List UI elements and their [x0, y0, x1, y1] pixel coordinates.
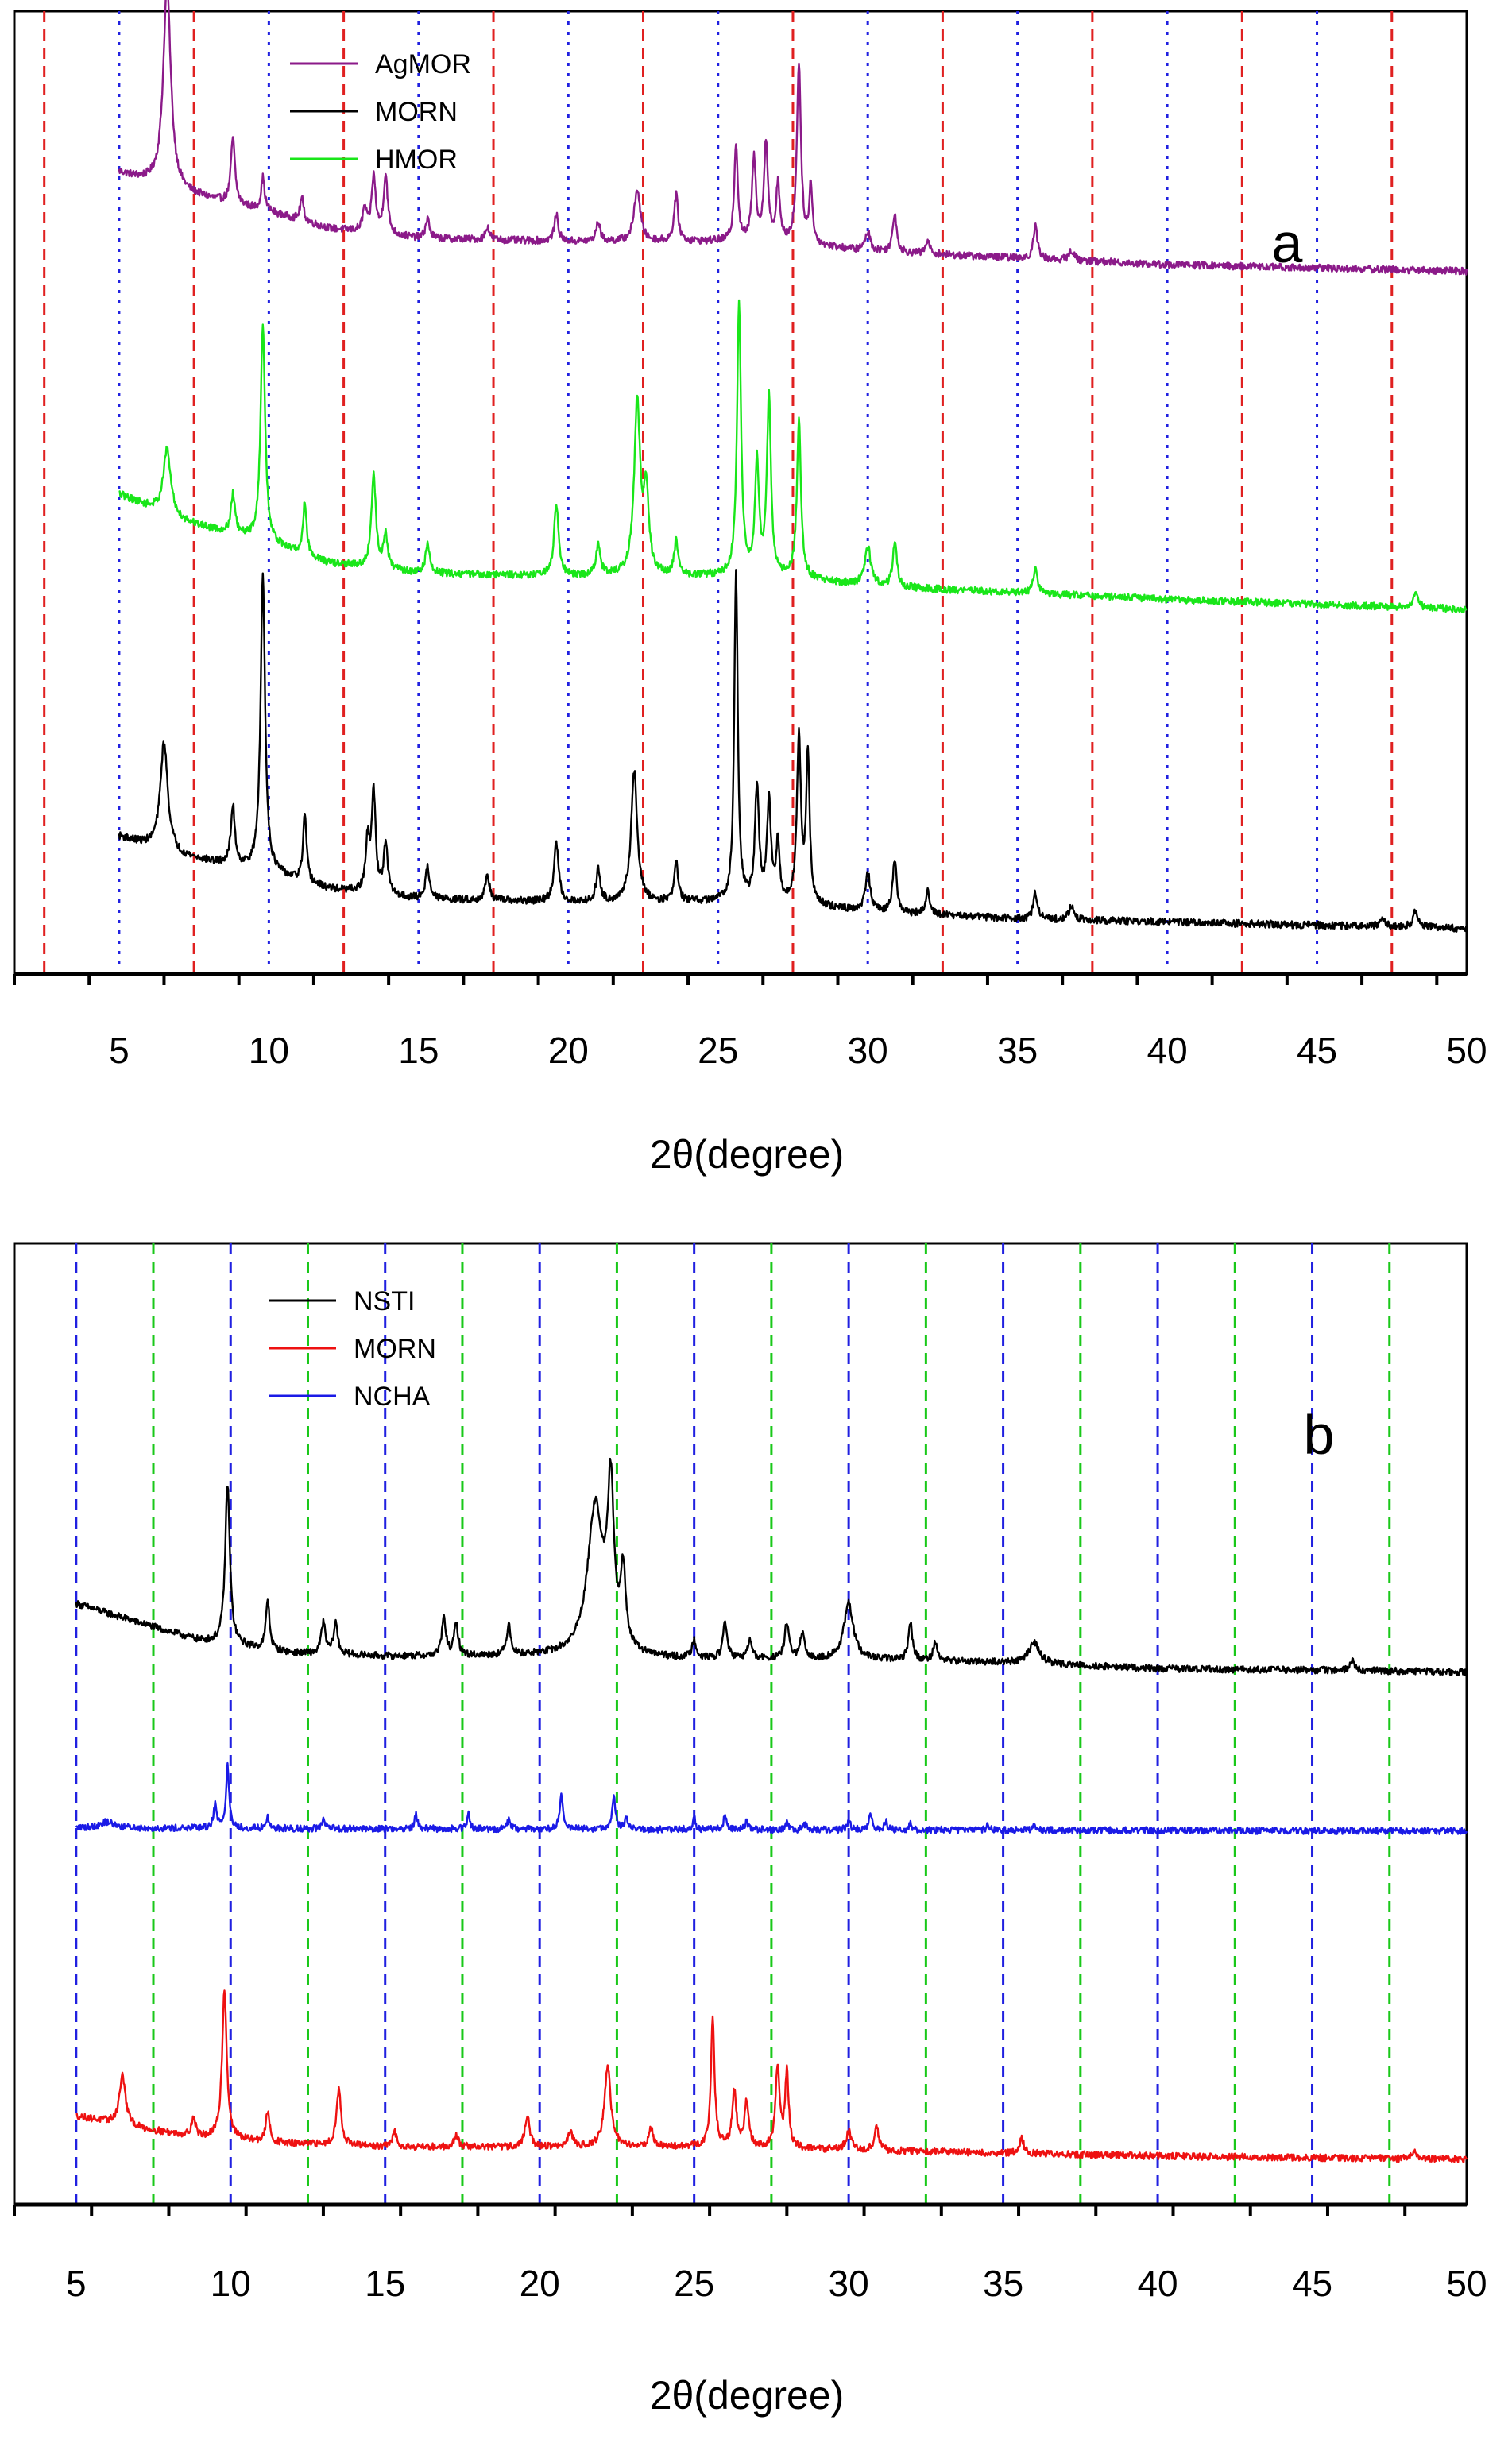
series-line-b-nsti: [75, 1457, 1468, 1676]
panel-a-x-axis-title: 2θ(degree): [650, 1132, 845, 1177]
panel-b-x-tick-labels: 5 10 15 20 25 30 35 40 45 50: [66, 2263, 1487, 2304]
legend-label-b-ncha: NCHA: [354, 1382, 431, 1412]
series-line-a-hmor: [118, 299, 1468, 613]
x-tick-label-a-5: 5: [109, 1030, 130, 1071]
x-tick-label-b-35: 35: [983, 2263, 1023, 2304]
panel-b-reference-lines: [75, 1243, 1391, 2205]
legend-label-b-morn: MORN: [354, 1334, 436, 1364]
x-tick-label-b-30: 30: [829, 2263, 869, 2304]
panel-a-chart: 5 10 15 20 25 30 35 40 45 50 2θ(degree) a AgMOR MO…: [13, 0, 1487, 1177]
panel-a-x-ticks: [13, 974, 1439, 985]
x-tick-label-a-25: 25: [698, 1030, 738, 1071]
series-line-a-morn: [118, 569, 1468, 933]
x-tick-label-a-20: 20: [548, 1030, 589, 1071]
panel-b-series-group: [75, 1457, 1468, 2163]
x-tick-label-b-45: 45: [1292, 2263, 1332, 2304]
panel-a-reference-lines: [43, 11, 1394, 974]
series-line-b-morn: [75, 1989, 1468, 2163]
legend-label-a-morn: MORN: [375, 97, 458, 127]
x-tick-label-b-5: 5: [66, 2263, 87, 2304]
panel-a-legend: AgMOR MORN HMOR: [290, 49, 471, 175]
x-tick-label-a-35: 35: [997, 1030, 1038, 1071]
panel-a-series-group: [118, 0, 1468, 933]
x-tick-label-a-40: 40: [1147, 1030, 1188, 1071]
x-tick-label-a-45: 45: [1297, 1030, 1337, 1071]
panel-b-legend: NSTI MORN NCHA: [269, 1286, 436, 1412]
x-tick-label-b-20: 20: [520, 2263, 560, 2304]
panel-a-letter: a: [1272, 212, 1303, 274]
x-tick-label-b-50: 50: [1446, 2263, 1487, 2304]
panel-b-chart: 5 10 15 20 25 30 35 40 45 50 2θ(degree) b NSTI MOR…: [13, 1242, 1487, 2418]
panel-b-x-axis-title: 2θ(degree): [650, 2373, 845, 2418]
x-tick-label-b-25: 25: [674, 2263, 714, 2304]
x-tick-label-a-10: 10: [249, 1030, 289, 1071]
x-tick-label-b-40: 40: [1137, 2263, 1178, 2304]
series-line-a-agmor: [118, 0, 1468, 276]
x-tick-label-a-15: 15: [398, 1030, 439, 1071]
panel-a-x-tick-labels: 5 10 15 20 25 30 35 40 45 50: [109, 1030, 1487, 1071]
legend-label-a-agmor: AgMOR: [375, 49, 471, 79]
x-tick-label-a-30: 30: [848, 1030, 888, 1071]
legend-label-b-nsti: NSTI: [354, 1286, 415, 1316]
x-tick-label-b-10: 10: [211, 2263, 251, 2304]
panel-b-letter: b: [1304, 1404, 1335, 1466]
legend-label-a-hmor: HMOR: [375, 145, 458, 175]
panel-b-plot-frame: [13, 1242, 1468, 2206]
x-tick-label-a-50: 50: [1446, 1030, 1487, 1071]
series-line-b-ncha: [75, 1761, 1468, 1836]
x-tick-label-b-15: 15: [365, 2263, 405, 2304]
panel-b-x-ticks: [13, 2205, 1407, 2216]
